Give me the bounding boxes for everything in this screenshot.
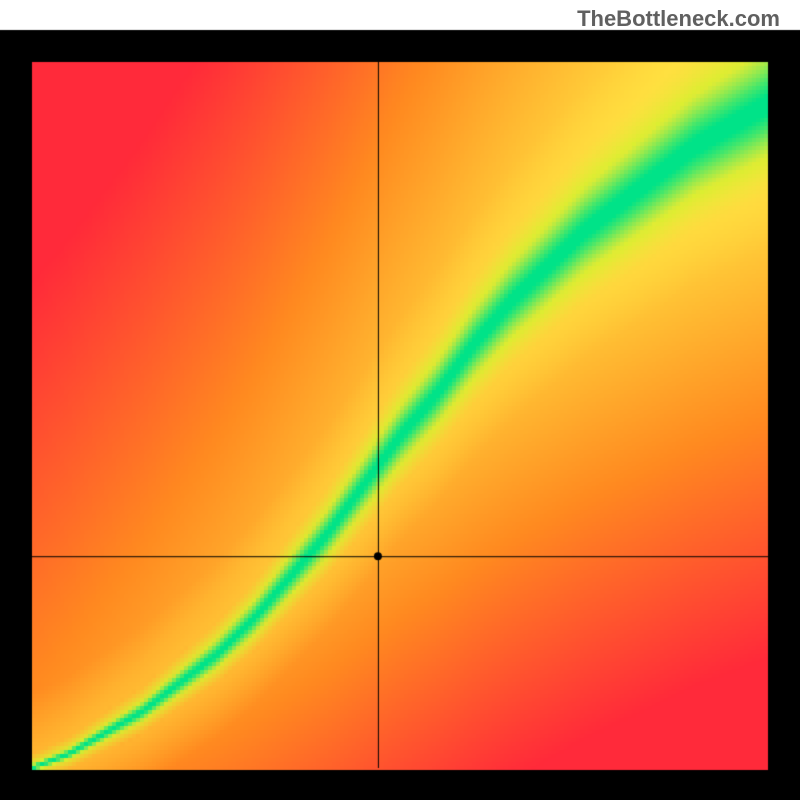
heatmap-canvas xyxy=(0,0,800,800)
watermark-text: TheBottleneck.com xyxy=(577,6,780,32)
